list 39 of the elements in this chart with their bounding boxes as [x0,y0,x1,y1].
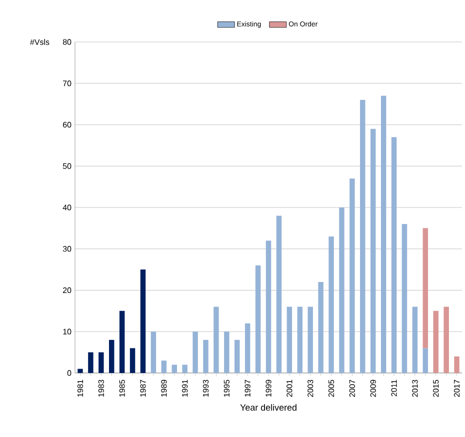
bar [339,207,344,373]
bar [276,216,282,373]
bar [130,348,136,373]
bar [422,228,428,348]
bar [328,236,334,373]
bar [266,240,272,373]
bar [255,265,261,373]
bar [161,360,167,373]
bar [444,306,449,373]
bar [109,340,114,373]
bar [203,340,208,373]
bar [150,332,156,373]
bar [422,348,428,373]
bar [172,364,177,373]
bar [402,224,408,373]
bar [412,306,418,373]
bar [350,178,355,373]
bar [224,332,230,373]
bar [192,332,198,373]
bar [297,306,302,373]
bar [78,368,83,373]
bar [182,364,188,373]
bar [214,306,219,373]
bar [454,356,460,373]
bar [286,306,292,373]
bar [308,306,313,373]
bar [119,310,125,373]
bar [391,137,397,373]
bar [318,282,324,373]
bar [370,128,376,373]
bar [433,310,438,373]
bar [140,270,146,373]
bar [380,96,386,373]
bar [88,352,94,373]
bar [244,323,250,373]
bar [98,352,104,373]
x-axis-title: Year delivered [240,404,296,411]
bar [360,100,366,373]
bar [234,340,240,373]
